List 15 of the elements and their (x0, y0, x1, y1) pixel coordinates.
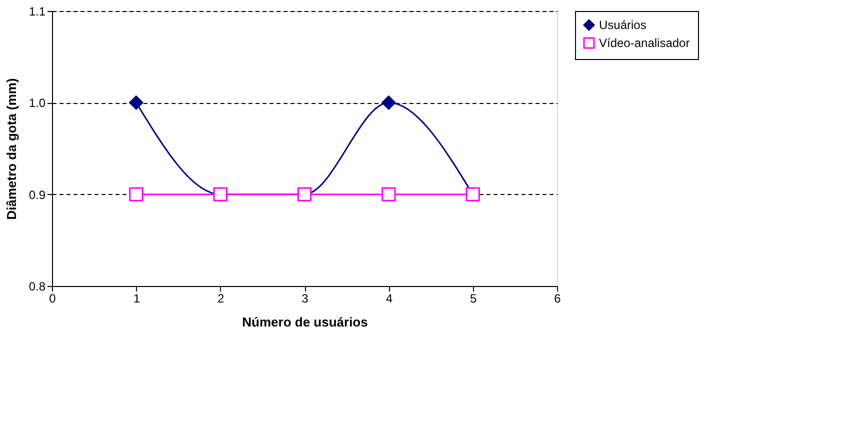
y-tick-label: 0.8 (28, 280, 46, 294)
y-axis-title: Diâmetro da gota (mm) (4, 78, 19, 220)
x-tick-label: 5 (470, 292, 477, 306)
x-tick-label: 4 (386, 292, 393, 306)
y-tick-label: 1.0 (28, 96, 46, 110)
x-axis-title: Número de usuários (242, 314, 368, 330)
x-tick-label: 2 (217, 292, 224, 306)
legend-label: Vídeo-analisador (599, 36, 690, 50)
x-tick-label: 1 (133, 292, 140, 306)
x-tick-label: 3 (302, 292, 309, 306)
x-tick-label: 6 (554, 292, 562, 306)
legend-label: Usuários (599, 18, 646, 32)
y-tick-label: 0.9 (28, 188, 46, 202)
y-tick-label: 1.1 (28, 4, 46, 18)
x-tick-label: 0 (49, 292, 56, 306)
